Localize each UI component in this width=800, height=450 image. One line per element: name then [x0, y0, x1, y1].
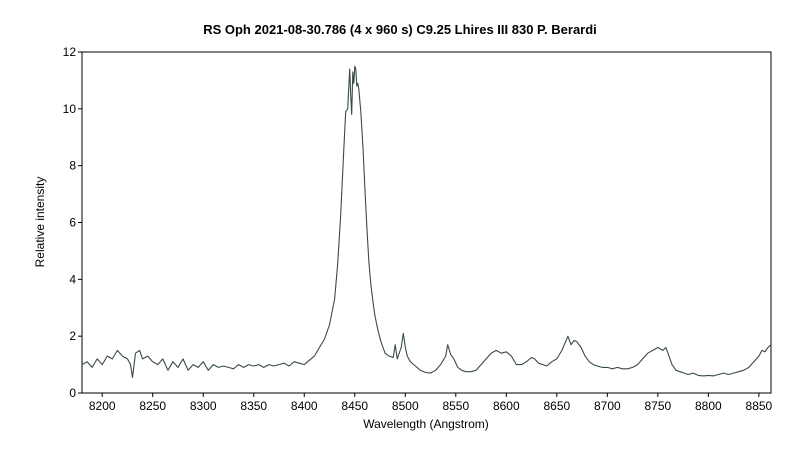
x-tick-label: 8550: [442, 399, 469, 413]
x-axis: 8200 8250 8300 8350 8400 8450 8500 8550 8600 8650…: [89, 393, 773, 413]
chart-title: RS Oph 2021-08-30.786 (4 x 960 s) C9.25 …: [203, 22, 597, 37]
x-tick-label: 8850: [746, 399, 773, 413]
y-tick-label: 8: [69, 159, 76, 173]
spectrum-line: [81, 65, 772, 378]
x-tick-label: 8300: [190, 399, 217, 413]
x-tick-label: 8500: [392, 399, 419, 413]
y-tick-label: 0: [69, 386, 76, 400]
x-tick-label: 8250: [139, 399, 166, 413]
x-tick-label: 8750: [644, 399, 671, 413]
x-tick-label: 8650: [543, 399, 570, 413]
x-tick-label: 8600: [493, 399, 520, 413]
y-axis: 0 2 4 6 8 10 12: [63, 45, 82, 400]
y-tick-label: 12: [63, 45, 77, 59]
y-tick-label: 6: [69, 216, 76, 230]
x-tick-label: 8700: [594, 399, 621, 413]
x-tick-label: 8200: [89, 399, 116, 413]
y-axis-label: Relative intensity: [33, 177, 47, 268]
x-tick-label: 8800: [695, 399, 722, 413]
x-tick-label: 8350: [240, 399, 267, 413]
y-tick-label: 10: [63, 102, 77, 116]
plot-area: [81, 51, 772, 394]
x-tick-label: 8400: [291, 399, 318, 413]
y-tick-label: 2: [69, 329, 76, 343]
x-tick-label: 8450: [341, 399, 368, 413]
x-axis-label: Wavelength (Angstrom): [363, 417, 489, 431]
y-tick-label: 4: [69, 272, 76, 286]
